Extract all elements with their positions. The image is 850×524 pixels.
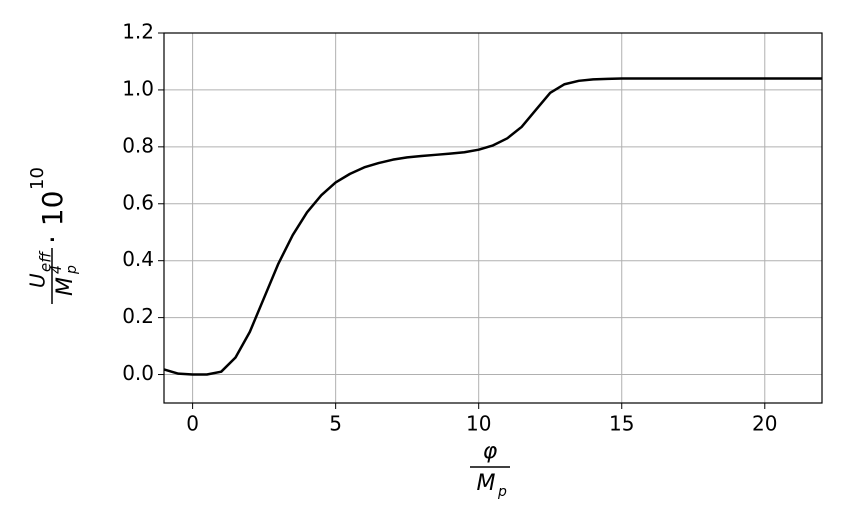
y-tick-label: 1.2: [122, 20, 154, 44]
y-label-denominator-sup: 4: [49, 265, 65, 274]
x-label-numerator: φ: [483, 439, 498, 464]
plot-frame: [163, 32, 823, 404]
y-tick-label: 0.0: [122, 361, 154, 385]
y-tick-label: 1.0: [122, 76, 154, 100]
y-tick-label: 0.8: [122, 133, 154, 157]
y-label-numerator-sub: eff: [37, 250, 55, 272]
y-tick-label: 0.4: [122, 247, 154, 271]
x-label-denominator-sub: p: [497, 484, 507, 500]
y-axis-label: U eff M p 4 · 10 10: [26, 167, 80, 304]
x-label-denominator: M: [477, 471, 496, 496]
y-label-denominator-sub: p: [64, 265, 80, 275]
x-tick-label: 0: [186, 412, 199, 436]
x-tick-label: 15: [609, 412, 634, 436]
y-label-numerator: U: [26, 273, 50, 288]
y-label-factor: · 10: [36, 191, 69, 244]
x-tick-label: 5: [329, 412, 342, 436]
y-tick-label: 0.2: [122, 304, 154, 328]
x-tick-label: 20: [752, 412, 777, 436]
x-axis-label: φ M p: [470, 439, 510, 500]
y-label-factor-exp: 10: [27, 167, 48, 190]
x-tick-label: 10: [466, 412, 491, 436]
line: [163, 77, 822, 376]
y-tick-label: 0.6: [122, 190, 154, 214]
y-label-denominator: M: [53, 277, 78, 296]
